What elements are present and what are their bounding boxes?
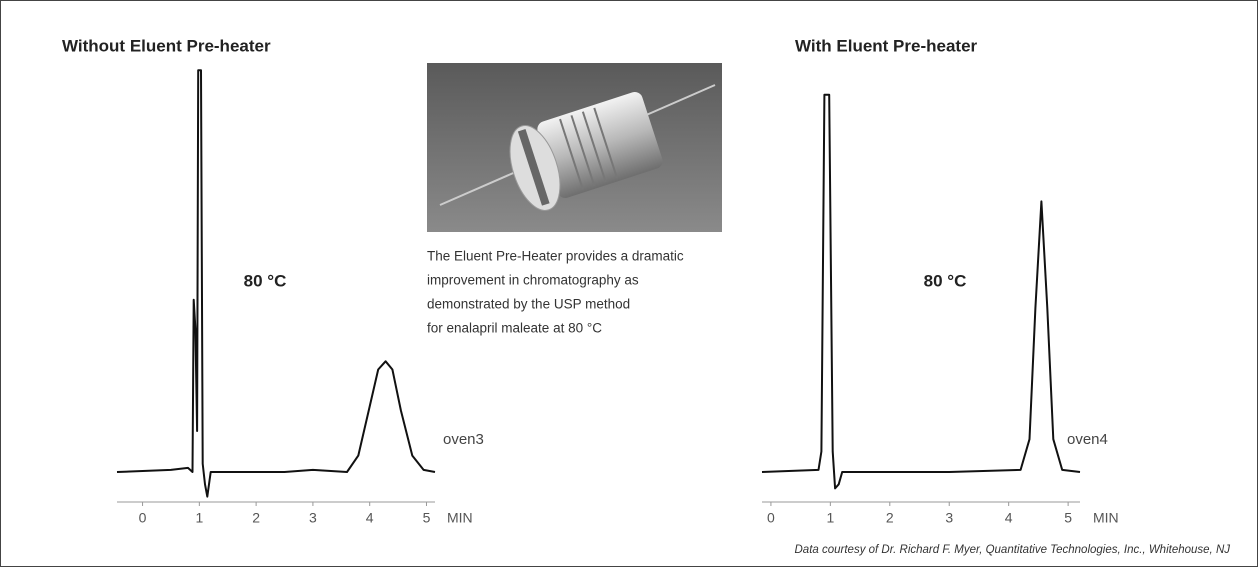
caption-line: for enalapril maleate at 80 °C [427, 321, 602, 336]
trace-label: oven3 [443, 431, 484, 448]
x-tick-label: 0 [139, 510, 147, 526]
x-tick-label: 4 [366, 510, 374, 526]
chart-title: With Eluent Pre-heater [795, 36, 978, 55]
annotation: 80 °C [244, 271, 287, 290]
caption: The Eluent Pre-Heater provides a dramati… [427, 249, 684, 336]
caption-line: improvement in chromatography as [427, 273, 639, 288]
trace [761, 93, 1081, 490]
x-tick-label: 2 [886, 510, 894, 526]
annotation: 80 °C [924, 271, 967, 290]
credit: Data courtesy of Dr. Richard F. Myer, Qu… [795, 544, 1231, 556]
x-tick-label: 1 [195, 510, 203, 526]
x-tick-label: 3 [945, 510, 953, 526]
caption-line: demonstrated by the USP method [427, 297, 630, 312]
caption-line: The Eluent Pre-Heater provides a dramati… [427, 249, 684, 264]
trace-label: oven4 [1067, 431, 1108, 448]
x-tick-label: 5 [423, 510, 431, 526]
x-tick-label: 5 [1064, 510, 1072, 526]
x-tick-label: 4 [1005, 510, 1013, 526]
x-tick-label: 3 [309, 510, 317, 526]
trace [116, 69, 436, 498]
chart-title: Without Eluent Pre-heater [62, 36, 271, 55]
photo [427, 63, 722, 232]
x-axis-label: MIN [1093, 510, 1119, 526]
x-axis-label: MIN [447, 510, 473, 526]
x-tick-label: 2 [252, 510, 260, 526]
x-tick-label: 1 [826, 510, 834, 526]
x-tick-label: 0 [767, 510, 775, 526]
